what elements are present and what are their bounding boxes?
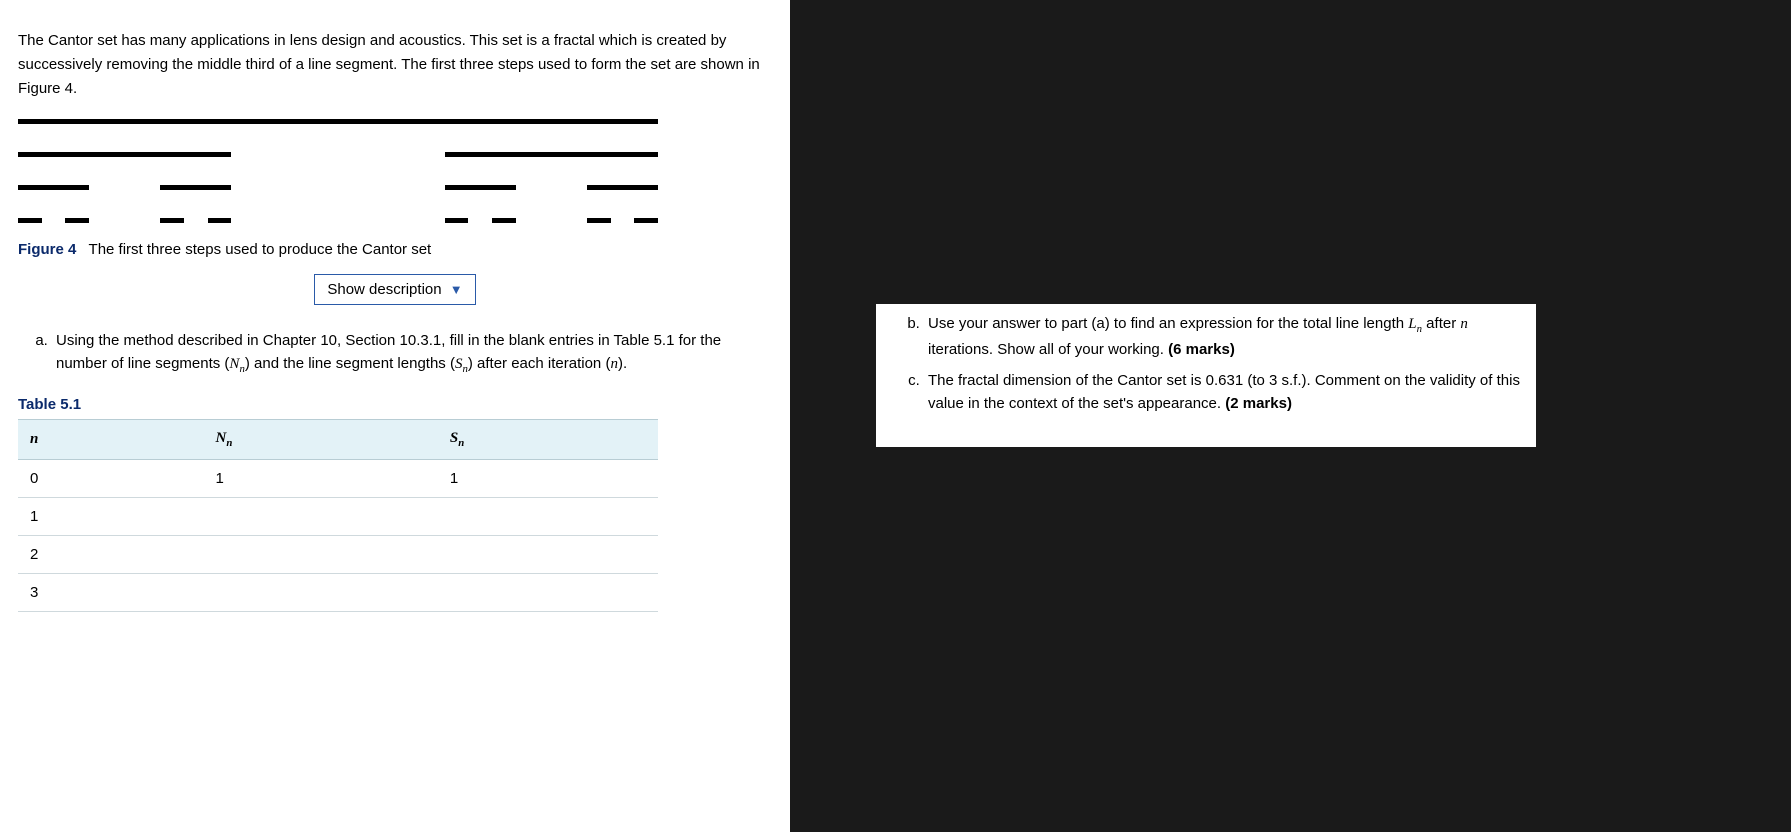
table-cell bbox=[438, 573, 658, 611]
cantor-segment bbox=[18, 119, 658, 124]
table-cell bbox=[204, 573, 438, 611]
right-document-panel: Use your answer to part (a) to find an e… bbox=[876, 304, 1536, 447]
cantor-segment bbox=[208, 218, 232, 223]
cantor-row bbox=[18, 185, 658, 190]
show-description-wrap: Show description ▼ bbox=[18, 274, 772, 305]
table-row: 1 bbox=[18, 497, 658, 535]
cantor-row bbox=[18, 119, 658, 124]
cantor-segment bbox=[492, 218, 516, 223]
table-cell bbox=[204, 497, 438, 535]
th-Sn: Sn bbox=[438, 419, 658, 459]
cantor-segment bbox=[18, 218, 42, 223]
show-description-button[interactable]: Show description ▼ bbox=[314, 274, 475, 305]
symbol-Nn: Nn bbox=[229, 356, 244, 372]
figure-label: Figure 4 bbox=[18, 241, 76, 258]
qb-marks: (6 marks) bbox=[1168, 341, 1235, 358]
table-label: Table 5.1 bbox=[18, 396, 772, 413]
symbol-Ln: Ln bbox=[1408, 316, 1422, 332]
symbol-Sn: Sn bbox=[455, 356, 468, 372]
table-row: 3 bbox=[18, 573, 658, 611]
qb-pre: Use your answer to part (a) to find an e… bbox=[928, 315, 1408, 332]
qb-tail: iterations. Show all of your working. bbox=[928, 341, 1168, 358]
qa-post: ). bbox=[618, 355, 627, 372]
cantor-segment bbox=[18, 185, 89, 190]
qa-mid2: ) after each iteration ( bbox=[468, 355, 611, 372]
figure-caption: Figure 4 The first three steps used to p… bbox=[18, 241, 772, 258]
qa-mid1: ) and the line segment lengths ( bbox=[245, 355, 455, 372]
question-a: Using the method described in Chapter 10… bbox=[52, 329, 772, 378]
table-cell bbox=[438, 535, 658, 573]
question-b: Use your answer to part (a) to find an e… bbox=[924, 312, 1522, 361]
table-5-1: n Nn Sn 011123 bbox=[18, 419, 658, 612]
left-document-panel: The Cantor set has many applications in … bbox=[0, 0, 790, 832]
th-n: n bbox=[18, 419, 204, 459]
cantor-segment bbox=[634, 218, 658, 223]
table-cell: 1 bbox=[204, 459, 438, 497]
cantor-segment bbox=[65, 218, 89, 223]
cantor-set-figure bbox=[18, 119, 658, 223]
question-c: The fractal dimension of the Cantor set … bbox=[924, 369, 1522, 416]
cantor-segment bbox=[160, 218, 184, 223]
cantor-segment bbox=[587, 185, 658, 190]
cantor-row bbox=[18, 152, 658, 157]
table-cell bbox=[204, 535, 438, 573]
cantor-row bbox=[18, 218, 658, 223]
table-cell: 2 bbox=[18, 535, 204, 573]
cantor-segment bbox=[18, 152, 231, 157]
table-cell: 1 bbox=[18, 497, 204, 535]
qb-after: after bbox=[1422, 315, 1460, 332]
question-list-left: Using the method described in Chapter 10… bbox=[18, 329, 772, 378]
cantor-segment bbox=[587, 218, 611, 223]
cantor-segment bbox=[445, 218, 469, 223]
table-cell: 3 bbox=[18, 573, 204, 611]
figure-caption-text: The first three steps used to produce th… bbox=[89, 241, 432, 258]
table-header-row: n Nn Sn bbox=[18, 419, 658, 459]
symbol-n-2: n bbox=[1460, 316, 1468, 332]
show-description-label: Show description bbox=[327, 281, 441, 298]
cantor-segment bbox=[445, 185, 516, 190]
question-list-right: Use your answer to part (a) to find an e… bbox=[890, 312, 1522, 415]
cantor-segment bbox=[445, 152, 658, 157]
qc-text: The fractal dimension of the Cantor set … bbox=[928, 372, 1520, 412]
table-cell: 1 bbox=[438, 459, 658, 497]
cantor-segment bbox=[160, 185, 231, 190]
table-cell bbox=[438, 497, 658, 535]
th-Nn: Nn bbox=[204, 419, 438, 459]
table-row: 2 bbox=[18, 535, 658, 573]
qc-marks: (2 marks) bbox=[1225, 395, 1292, 412]
chevron-down-icon: ▼ bbox=[450, 282, 463, 297]
table-cell: 0 bbox=[18, 459, 204, 497]
symbol-n: n bbox=[610, 356, 618, 372]
table-row: 011 bbox=[18, 459, 658, 497]
intro-paragraph: The Cantor set has many applications in … bbox=[18, 29, 772, 101]
